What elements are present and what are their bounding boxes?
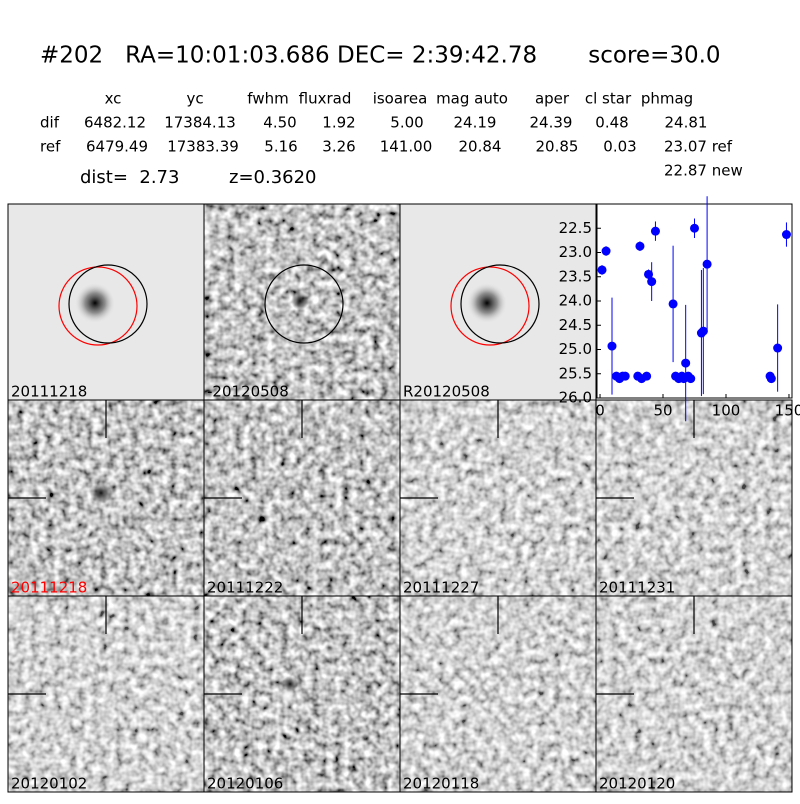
title: #202 RA=10:01:03.686 DEC= 2:39:42.78 sco… <box>40 43 721 69</box>
stamp-label: R20120508 <box>403 383 490 401</box>
y-tick-label: 23.5 <box>559 267 592 285</box>
table-cell: 5.00 <box>390 114 423 132</box>
table-cell: 6479.49 <box>86 138 148 156</box>
table-cell: 24.19 <box>454 114 497 132</box>
table-cell: 24.39 <box>530 114 573 132</box>
x-tick-label: 0 <box>595 402 605 420</box>
table-cell: 20.85 <box>536 138 579 156</box>
image-stamp: 20111218 <box>8 400 204 597</box>
phmag-new: 22.87 new <box>664 162 743 180</box>
column-header: cl star <box>585 90 632 108</box>
image-stamp: 20111231 <box>596 400 792 597</box>
data-point <box>597 265 607 275</box>
y-tick-label: 24.5 <box>559 316 592 334</box>
column-header: xc <box>105 90 122 108</box>
y-tick-label: 22.5 <box>559 219 592 237</box>
lightcurve: 22.5 23.0 23.5 24.0 24.5 25.0 25.5 26.00 50 100 15… <box>559 196 800 422</box>
det-circle <box>460 264 540 344</box>
stamp-label: 20111218 <box>11 579 87 597</box>
image-stamp: 20111227 <box>400 400 596 597</box>
table-cell: 17383.39 <box>167 138 239 156</box>
det-circle <box>264 264 344 344</box>
data-point <box>766 374 776 384</box>
x-tick-label: 50 <box>653 402 672 420</box>
row-label: dif <box>40 114 60 132</box>
ref-circle <box>58 266 138 346</box>
table-cell: 141.00 <box>380 138 433 156</box>
column-header: fluxrad <box>299 90 352 108</box>
data-point <box>644 269 654 279</box>
table-cell: 24.81 <box>665 114 708 132</box>
image-stamp: 20111222 <box>204 400 400 597</box>
image-stamp: 20120120 <box>596 596 792 793</box>
y-tick-label: 23.0 <box>559 243 592 261</box>
redshift: z=0.3620 <box>229 167 317 188</box>
image-stamp: R20120508 <box>400 204 596 401</box>
stamp-label: 20111227 <box>403 579 479 597</box>
data-point <box>620 371 630 381</box>
data-point <box>650 226 660 236</box>
image-stamp: 20111218 <box>8 204 204 401</box>
column-header: phmag <box>641 90 693 108</box>
column-header: mag auto <box>436 90 508 108</box>
stamp-label: 20120118 <box>403 775 479 793</box>
data-point <box>642 371 652 381</box>
stamp-label: 20120120 <box>599 775 675 793</box>
stamp-label: 20111222 <box>207 579 283 597</box>
x-tick-label: 150 <box>775 402 800 420</box>
stamp-border <box>595 595 793 793</box>
data-point <box>698 326 708 336</box>
table-cell: 20.84 <box>459 138 502 156</box>
stamp-label: 20120102 <box>11 775 87 793</box>
y-tick-label: 26.0 <box>559 389 592 407</box>
table-cell: 4.50 <box>263 114 296 132</box>
y-tick-label: 24.0 <box>559 292 592 310</box>
column-header: fwhm <box>247 90 288 108</box>
ref-circle <box>450 266 530 346</box>
table-cell: 3.26 <box>322 138 355 156</box>
column-header: yc <box>186 90 203 108</box>
y-tick-label: 25.0 <box>559 340 592 358</box>
dist: dist= 2.73 <box>80 167 179 188</box>
data-point <box>668 299 678 309</box>
det-circle <box>68 264 148 344</box>
row-label: ref <box>40 138 61 156</box>
stamp-label: 20120106 <box>207 775 283 793</box>
stamp-label: 20111218 <box>11 383 87 401</box>
data-point <box>681 358 691 368</box>
table-cell: 0.48 <box>595 114 628 132</box>
table-cell: 0.03 <box>603 138 636 156</box>
image-stamp: 20120118 <box>400 596 596 793</box>
table-cell: 17384.13 <box>164 114 236 132</box>
image-stamp: -20120508 <box>204 204 400 401</box>
x-tick-label: 100 <box>712 402 741 420</box>
stamp-label: -20120508 <box>207 383 289 401</box>
image-stamp: 20120106 <box>204 596 400 793</box>
data-point <box>635 241 645 251</box>
data-point <box>781 230 791 240</box>
data-point <box>702 259 712 269</box>
data-point <box>773 343 783 353</box>
data-point <box>686 374 696 384</box>
table-cell: 23.07 ref <box>664 138 733 156</box>
data-point <box>601 246 611 256</box>
data-point <box>607 341 617 351</box>
column-header: isoarea <box>373 90 428 108</box>
y-tick-label: 25.5 <box>559 364 592 382</box>
table-cell: 6482.12 <box>84 114 146 132</box>
data-point <box>647 277 657 287</box>
table-cell: 5.16 <box>264 138 297 156</box>
stamp-label: 20111231 <box>599 579 675 597</box>
data-point <box>690 223 699 233</box>
column-header: aper <box>535 90 570 108</box>
image-stamp: 20120102 <box>8 596 204 793</box>
table-cell: 1.92 <box>322 114 355 132</box>
panels: 20111218 -20120508 R20120508 20111218 201112… <box>7 203 793 793</box>
